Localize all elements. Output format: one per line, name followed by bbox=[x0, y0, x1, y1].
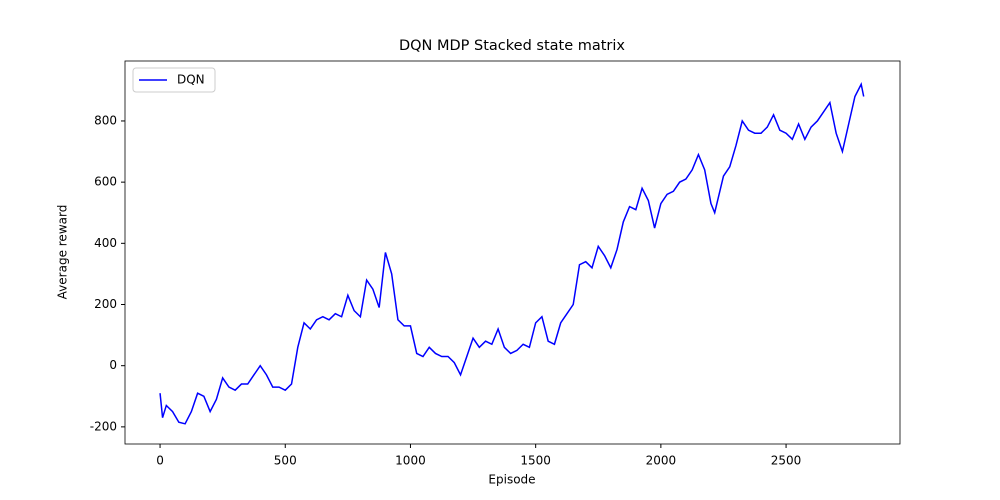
y-tick-label: 600 bbox=[94, 175, 117, 189]
x-tick-label: 1000 bbox=[395, 454, 426, 468]
x-axis-label: Episode bbox=[488, 473, 535, 487]
legend-label: DQN bbox=[177, 73, 205, 87]
line-series bbox=[159, 82, 865, 425]
y-axis-label: Average reward bbox=[56, 205, 70, 300]
y-tick-label: 800 bbox=[94, 113, 117, 127]
x-tick-label: 2500 bbox=[771, 454, 802, 468]
chart-title: DQN MDP Stacked state matrix bbox=[399, 38, 625, 54]
y-tick-label: 200 bbox=[94, 297, 117, 311]
x-tick-label: 2000 bbox=[646, 454, 677, 468]
plot-frame bbox=[124, 60, 901, 445]
x-tick-label: 1500 bbox=[520, 454, 551, 468]
y-tick-label: 0 bbox=[109, 358, 117, 372]
x-tick-label: 0 bbox=[156, 454, 164, 468]
legend-box bbox=[132, 67, 216, 93]
y-tick-label: -200 bbox=[90, 419, 117, 433]
x-tick-label: 500 bbox=[274, 454, 297, 468]
y-tick-label: 400 bbox=[94, 236, 117, 250]
